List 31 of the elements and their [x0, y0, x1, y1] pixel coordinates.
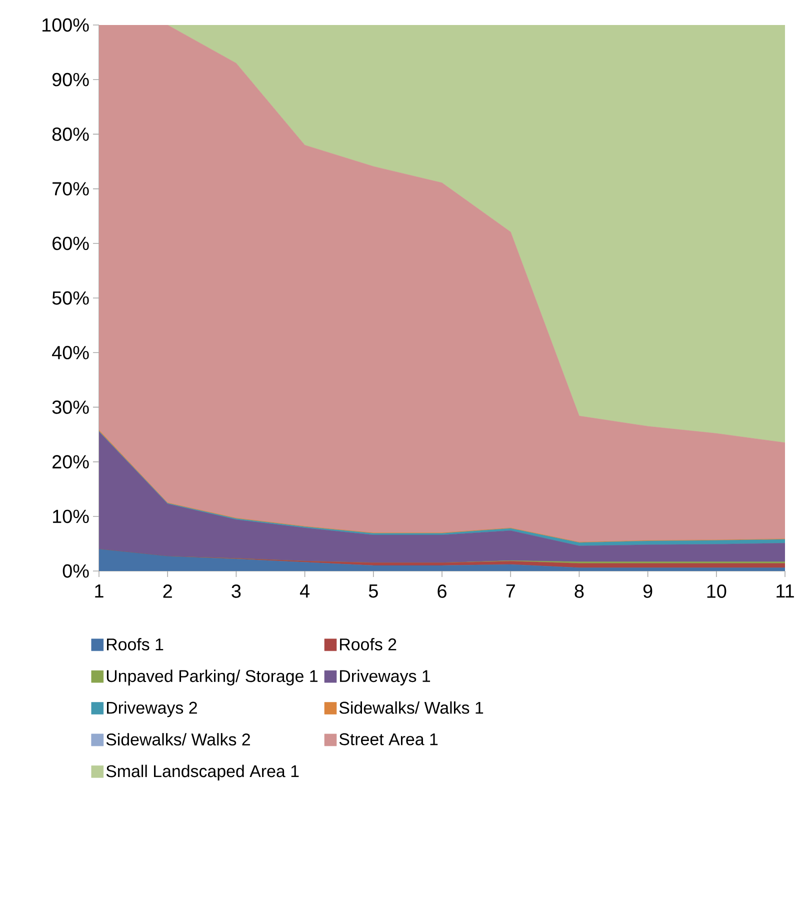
legend-label: Sidewalks/ Walks 1	[339, 701, 484, 714]
legend-label: Roofs 2	[340, 638, 396, 650]
x-tick-label: 6	[438, 584, 446, 598]
y-tick-label: 100%	[42, 18, 89, 32]
y-tick-label: 90%	[52, 72, 89, 86]
x-tick-label: 10	[707, 584, 726, 598]
legend-label: Unpaved Parking/ Storage 1	[106, 670, 318, 686]
y-tick-label: 80%	[52, 127, 89, 141]
legend-label: Street Area 1	[339, 733, 438, 746]
legend-label: Sidewalks/ Walks 2	[106, 733, 250, 746]
y-tick-label: 20%	[52, 455, 89, 468]
legend-label: Small Landscaped Area 1	[106, 764, 299, 781]
x-tick-label: 5	[368, 584, 378, 598]
x-tick-label: 2	[163, 584, 172, 598]
legend-label: Roofs 1	[106, 638, 164, 650]
y-tick-label: 40%	[52, 346, 89, 360]
y-tick-label: 70%	[52, 182, 89, 196]
legend-label: Driveways 1	[340, 670, 430, 686]
y-tick-label: 0%	[62, 564, 89, 578]
y-tick-label: 30%	[52, 400, 89, 414]
x-tick-label: 7	[506, 584, 515, 598]
x-tick-label: 11	[776, 584, 794, 598]
x-tick-label: 8	[574, 584, 584, 598]
y-tick-label: 50%	[52, 291, 89, 305]
x-tick-label: 1	[95, 584, 104, 598]
x-tick-label: 3	[232, 584, 241, 598]
x-tick-label: 4	[300, 584, 310, 598]
y-tick-label: 10%	[53, 510, 89, 524]
y-tick-label: 60%	[52, 236, 89, 250]
x-tick-label: 9	[643, 584, 652, 598]
legend-label: Driveways 2	[106, 701, 197, 718]
